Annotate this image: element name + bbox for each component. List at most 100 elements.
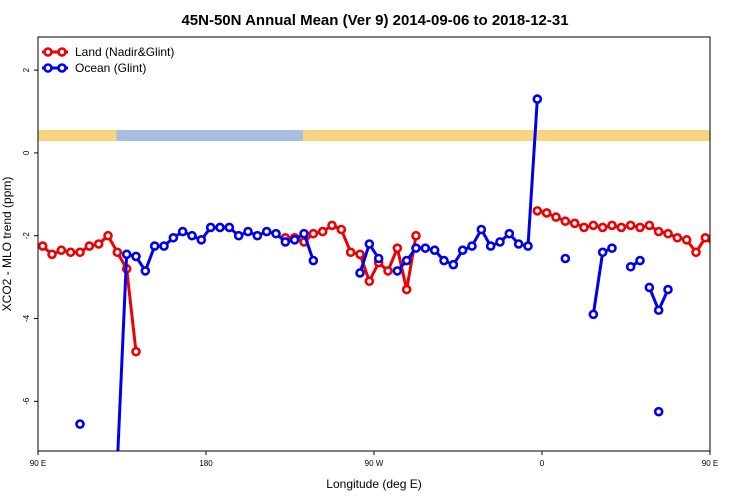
ocean-series-point (448, 259, 459, 270)
map-band (38, 130, 710, 141)
x-tick-label: 90 E (702, 459, 718, 468)
legend-marker (57, 63, 67, 73)
land-series-point (336, 224, 347, 235)
land-series-point (588, 220, 599, 231)
ocean-series-point (476, 224, 487, 235)
ocean-series-point (280, 237, 291, 247)
land-series-point (625, 220, 636, 231)
ocean-series-point (299, 228, 309, 239)
ocean-series-point (625, 261, 636, 272)
ocean-series-point (252, 230, 263, 241)
ocean-series-point (597, 247, 608, 258)
land-series-point (681, 235, 692, 245)
ocean-series-point (588, 309, 599, 320)
ocean-series-line (116, 225, 315, 451)
land-series-point (721, 251, 728, 258)
land-series-point (392, 243, 403, 253)
land-series-point (541, 208, 552, 218)
ocean-series-point (233, 230, 244, 241)
ocean-series-point (401, 255, 412, 266)
ocean-series-point (140, 266, 151, 276)
ocean-series-point (159, 241, 169, 251)
land-series-point (75, 247, 85, 258)
ocean-series-point (308, 255, 319, 266)
ocean-series-point (411, 243, 421, 253)
land-series-point (47, 249, 57, 260)
ocean-series-point (261, 226, 272, 237)
land-series-point (560, 216, 571, 227)
ocean-series-point (196, 235, 207, 245)
land-series-point (112, 247, 123, 258)
land-series-point (38, 241, 48, 251)
ocean-series-point (467, 241, 477, 251)
ocean-series-point (635, 255, 645, 266)
ocean-series-point (215, 222, 225, 233)
land-series-point (65, 247, 76, 258)
land-series-line (537, 209, 710, 254)
ocean-series-point (485, 241, 496, 251)
land-series-point (730, 247, 737, 254)
legend-label: Ocean (Glint) (75, 61, 146, 75)
ocean-series-point (131, 251, 141, 262)
land-series-point (709, 244, 710, 248)
ocean-series-point (504, 228, 515, 239)
ocean-series-point (653, 406, 664, 417)
land-band (38, 130, 710, 141)
land-strip (536, 130, 710, 141)
land-series-point (700, 232, 710, 243)
ocean-series-point (289, 235, 300, 245)
chart-title: 45N-50N Annual Mean (Ver 9) 2014-09-06 t… (181, 12, 568, 29)
land-strip (303, 130, 537, 141)
ocean-series-point (429, 245, 440, 256)
land-series-point (364, 276, 375, 287)
x-tick-label: 90 E (30, 459, 46, 468)
ocean-series-point (243, 226, 253, 237)
land-series-point (644, 220, 655, 231)
ocean-series-point (149, 241, 160, 251)
legend-marker (43, 47, 53, 57)
ocean-series-point (355, 268, 365, 278)
ocean-series-point (513, 239, 524, 249)
y-axis-label: XCO2 - MLO trend (ppm) (0, 177, 14, 312)
legend-label: Land (Nadir&Glint) (75, 45, 174, 59)
land-series-point (635, 222, 645, 233)
land-series-point (308, 228, 319, 239)
land-series-point (532, 206, 543, 216)
ocean-series-point (187, 230, 197, 241)
ocean-series-point (364, 239, 375, 249)
y-tick-label: -6 (22, 397, 31, 405)
land-series-point (739, 249, 746, 256)
land-series-point (131, 346, 141, 357)
land-series-point (327, 220, 337, 231)
y-tick-label: 0 (22, 150, 31, 155)
land-series-point (597, 222, 608, 233)
plot-frame (37, 36, 711, 452)
ocean-series-point (121, 249, 132, 260)
ocean-series-point (224, 222, 235, 233)
ocean-series-point (607, 243, 617, 253)
ocean-series-line (591, 246, 613, 315)
land-series-point (103, 230, 113, 241)
land-series-point (616, 222, 627, 233)
ocean-series-point (457, 245, 468, 256)
ocean-series-point (439, 255, 449, 266)
land-series-point (56, 245, 67, 256)
ocean-series-point (392, 266, 403, 276)
legend-marker (43, 63, 53, 73)
ocean-series-point (420, 243, 431, 253)
x-tick-label: 180 (199, 459, 213, 468)
land-series-point (663, 228, 673, 239)
land-series-point (691, 247, 701, 258)
x-tick-label: 90 W (365, 459, 384, 468)
ocean-series-point (205, 222, 216, 233)
land-series-point (93, 239, 104, 249)
plot-area (38, 94, 746, 467)
legend: Land (Nadir&Glint) Ocean (Glint) (42, 45, 174, 75)
y-tick-label: -2 (22, 232, 31, 240)
ocean-series-point (114, 460, 121, 467)
ocean-series-point (75, 419, 85, 429)
land-series-point (383, 266, 393, 276)
land-series-point (579, 222, 589, 233)
land-series-point (345, 247, 356, 258)
